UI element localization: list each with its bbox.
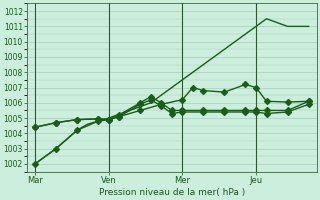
X-axis label: Pression niveau de la mer( hPa ): Pression niveau de la mer( hPa ): [99, 188, 245, 197]
